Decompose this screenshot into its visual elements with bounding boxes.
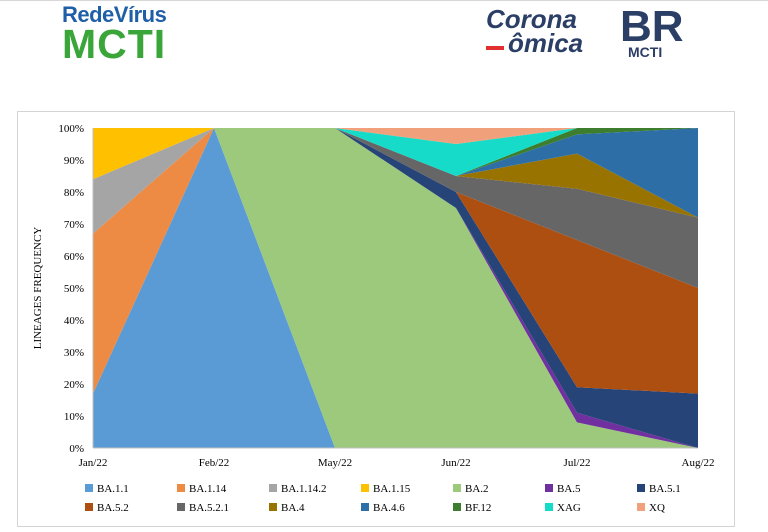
logo-mcti-text: MCTI (62, 21, 167, 67)
legend: BA.1.1 BA.1.14 BA.1.14.2 BA.1.15 BA.2 BA.5 BA.… (85, 483, 681, 514)
legend-label: BA.5.2.1 (189, 502, 229, 514)
legend-item-ba-1-15: BA.1.15 (361, 483, 411, 495)
legend-label: BA.1.14 (189, 483, 227, 495)
legend-label: BA.1.15 (373, 483, 411, 495)
legend-label: BA.4 (281, 502, 305, 514)
area-ba-5-2-1 (93, 128, 698, 288)
y-tick-label: 0% (69, 443, 84, 455)
y-axis-label: LINEAGES FREQUENCY (32, 227, 44, 350)
legend-swatch (637, 503, 645, 511)
legend-swatch (545, 503, 553, 511)
legend-item-xq: XQ (637, 502, 665, 514)
x-tick-label: Jul/22 (564, 457, 591, 469)
legend-swatch (177, 503, 185, 511)
legend-label: XAG (557, 502, 581, 514)
x-tick-label: Feb/22 (199, 457, 230, 469)
legend-item-ba-5-1: BA.5.1 (637, 483, 681, 495)
legend-swatch (85, 503, 93, 511)
y-tick-label: 100% (58, 123, 84, 135)
y-tick-label: 80% (64, 187, 84, 199)
area-ba-5 (93, 128, 698, 448)
legend-swatch (85, 484, 93, 492)
legend-item-xag: XAG (545, 502, 581, 514)
legend-label: BA.4.6 (373, 502, 405, 514)
legend-swatch (453, 484, 461, 492)
legend-swatch (453, 503, 461, 511)
legend-label: BA.5.1 (649, 483, 681, 495)
area-ba-5-1 (93, 128, 698, 448)
x-tick-label: Jan/22 (79, 457, 108, 469)
legend-item-ba-1-14-2: BA.1.14.2 (269, 483, 327, 495)
y-tick-label: 10% (64, 411, 84, 423)
legend-swatch (637, 484, 645, 492)
legend-item-ba-4-6: BA.4.6 (361, 502, 405, 514)
legend-label: BA.1.14.2 (281, 483, 327, 495)
legend-item-ba-5-2: BA.5.2 (85, 502, 129, 514)
logo-dash (486, 46, 504, 50)
legend-item-ba-4: BA.4 (269, 502, 305, 514)
y-tick-label: 20% (64, 379, 84, 391)
legend-item-bf-12: BF.12 (453, 502, 491, 514)
legend-label: BF.12 (465, 502, 491, 514)
top-border (0, 0, 768, 1)
y-tick-label: 30% (64, 347, 84, 359)
legend-label: BA.5 (557, 483, 581, 495)
chart-frame (17, 111, 735, 527)
legend-swatch (361, 484, 369, 492)
y-tick-label: 40% (64, 315, 84, 327)
legend-item-ba-5-2-1: BA.5.2.1 (177, 502, 229, 514)
x-tick-label: May/22 (318, 457, 352, 469)
area-ba-4-6 (93, 128, 698, 218)
logo-mcti-small-text: MCTI (628, 44, 663, 60)
x-tick-label: Aug/22 (682, 457, 715, 469)
legend-item-ba-1-1: BA.1.1 (85, 483, 129, 495)
y-tick-label: 50% (64, 283, 84, 295)
legend-label: BA.1.1 (97, 483, 129, 495)
legend-swatch (269, 503, 277, 511)
area-ba-5-2 (93, 128, 698, 394)
area-layer (93, 128, 698, 448)
legend-swatch (269, 484, 277, 492)
coronaomica-br-logo: Corona ômica BR MCTI (482, 2, 702, 66)
legend-swatch (361, 503, 369, 511)
legend-label: XQ (649, 502, 665, 514)
area-xag (93, 128, 698, 176)
axes-layer: 0% 10% 20% 30% 40% 50% 60% 70% 80% 90% 100% Jan/22 F… (32, 123, 715, 469)
legend-item-ba-2: BA.2 (453, 483, 489, 495)
legend-swatch (177, 484, 185, 492)
area-ba-1-14-2 (93, 128, 698, 448)
logo-corona-text: Corona (486, 4, 577, 34)
area-xq (93, 128, 698, 144)
y-tick-label: 70% (64, 219, 84, 231)
area-ba-4 (93, 128, 698, 218)
legend-swatch (545, 484, 553, 492)
redevirus-mcti-logo: RedeVírus MCTI (62, 2, 202, 72)
x-tick-label: Jun/22 (441, 457, 470, 469)
logo-omica-text: ômica (508, 28, 584, 58)
logo-br-text: BR (620, 2, 684, 51)
legend-item-ba-1-14: BA.1.14 (177, 483, 227, 495)
y-tick-label: 60% (64, 251, 84, 263)
logo-redevirus-text: RedeVírus (62, 2, 167, 27)
y-tick-label: 90% (64, 155, 84, 167)
legend-label: BA.5.2 (97, 502, 129, 514)
legend-label: BA.2 (465, 483, 489, 495)
area-ba-2 (93, 128, 698, 448)
legend-item-ba-5: BA.5 (545, 483, 581, 495)
